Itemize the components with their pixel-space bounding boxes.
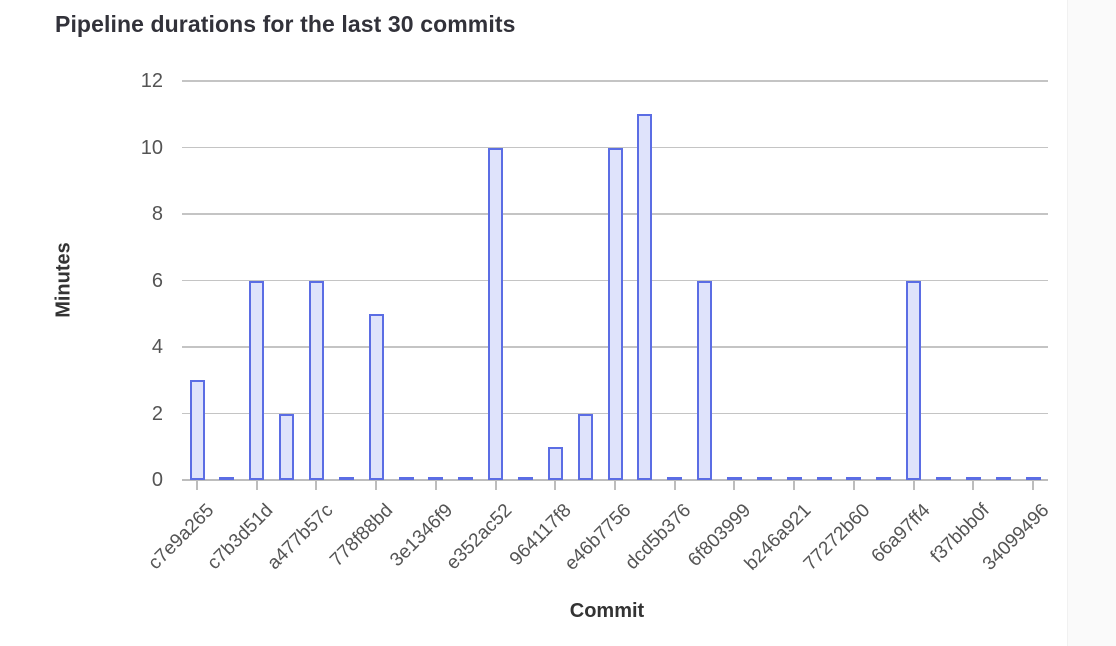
x-tick-mark bbox=[972, 481, 975, 490]
x-axis-line bbox=[182, 479, 1048, 481]
x-tick-mark bbox=[673, 481, 676, 490]
x-tick-mark bbox=[434, 481, 437, 490]
page-background-strip bbox=[1067, 0, 1116, 646]
zero-bar[interactable] bbox=[428, 476, 444, 480]
chart-card: Pipeline durations for the last 30 commi… bbox=[52, 11, 1054, 622]
x-tick-label: dcd5b376 bbox=[621, 500, 696, 574]
y-tick-label: 0 bbox=[151, 469, 163, 491]
bar[interactable] bbox=[308, 280, 324, 480]
zero-bar[interactable] bbox=[1025, 476, 1041, 480]
bar[interactable] bbox=[547, 446, 563, 480]
zero-bar[interactable] bbox=[667, 476, 683, 480]
y-axis-title: Minutes bbox=[52, 242, 75, 318]
zero-bar[interactable] bbox=[726, 476, 742, 480]
bar[interactable] bbox=[607, 147, 623, 480]
x-tick-mark bbox=[255, 481, 258, 490]
x-tick-mark bbox=[852, 481, 855, 490]
y-tick-label: 6 bbox=[151, 269, 163, 292]
x-tick-mark bbox=[793, 481, 796, 490]
bar[interactable] bbox=[577, 413, 593, 480]
x-tick-mark bbox=[912, 481, 915, 490]
zero-bar[interactable] bbox=[338, 476, 354, 480]
bar[interactable] bbox=[488, 147, 504, 480]
zero-bar[interactable] bbox=[935, 476, 951, 480]
bar[interactable] bbox=[279, 413, 295, 480]
bar[interactable] bbox=[906, 280, 922, 480]
zero-bar[interactable] bbox=[965, 476, 981, 480]
gridline bbox=[182, 80, 1048, 82]
chart-title: Pipeline durations for the last 30 commi… bbox=[55, 11, 516, 37]
y-tick-label: 8 bbox=[151, 203, 163, 225]
bar[interactable] bbox=[368, 313, 384, 480]
x-tick-mark bbox=[733, 481, 736, 490]
bar[interactable] bbox=[189, 380, 205, 480]
zero-bar[interactable] bbox=[756, 476, 772, 480]
zero-bar[interactable] bbox=[219, 476, 235, 480]
bar[interactable] bbox=[697, 280, 713, 480]
y-tick-label: 2 bbox=[151, 402, 163, 425]
zero-bar[interactable] bbox=[786, 476, 802, 480]
x-tick-mark bbox=[375, 481, 378, 490]
zero-bar[interactable] bbox=[458, 476, 474, 480]
x-axis-title: Commit bbox=[569, 600, 645, 622]
zero-bar[interactable] bbox=[876, 476, 892, 480]
x-tick-label: 66a97ff4 bbox=[867, 500, 935, 567]
y-tick-label: 10 bbox=[140, 136, 163, 159]
x-tick-mark bbox=[554, 481, 557, 490]
x-tick-mark bbox=[1032, 481, 1034, 490]
x-tick-mark bbox=[614, 481, 616, 490]
x-tick-mark bbox=[494, 481, 497, 490]
x-tick-mark bbox=[196, 481, 198, 490]
zero-bar[interactable] bbox=[816, 476, 832, 480]
zero-bar[interactable] bbox=[995, 476, 1011, 480]
y-tick-label: 12 bbox=[140, 70, 163, 92]
bar[interactable] bbox=[249, 280, 265, 480]
x-tick-mark bbox=[315, 481, 318, 490]
zero-bar[interactable] bbox=[517, 476, 533, 480]
x-tick-label: 778f88bd bbox=[326, 500, 398, 571]
y-tick-label: 4 bbox=[151, 336, 163, 358]
zero-bar[interactable] bbox=[398, 476, 414, 480]
bar[interactable] bbox=[637, 114, 653, 480]
zero-bar[interactable] bbox=[846, 476, 862, 480]
